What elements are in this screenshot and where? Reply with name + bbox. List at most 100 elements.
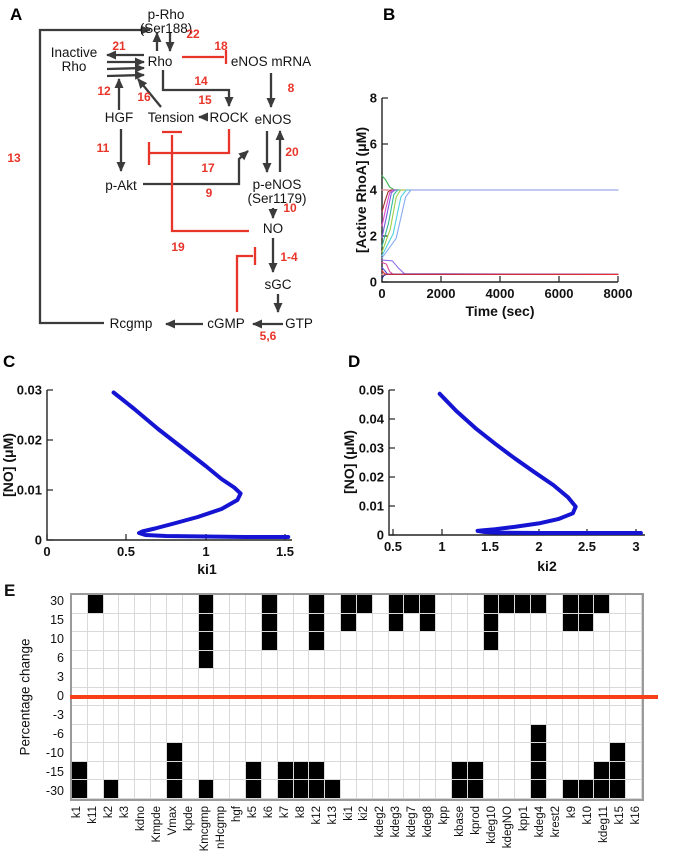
e-cell-k13--30 <box>325 780 342 799</box>
e-cell-ki2--15 <box>356 761 373 781</box>
e-cell-kdegNO-3 <box>499 669 516 688</box>
b-series-4 <box>381 189 619 227</box>
e-cell-Vmax-6 <box>166 650 183 670</box>
e-cell-k2--15 <box>103 761 120 781</box>
arrow-rho-to-rock <box>161 70 234 107</box>
e-cell-Kmpde-15 <box>151 613 167 633</box>
e-cell-kdeg11-15 <box>594 613 611 633</box>
e-cell-ki2-10 <box>356 632 373 651</box>
e-cell-k5-10 <box>246 632 262 651</box>
e-cell-kdeg4-30 <box>531 595 547 614</box>
c-ylabel: [NO] (μM) <box>0 433 16 497</box>
e-cell-k15-6 <box>610 650 627 670</box>
e-cell-kdeg2-10 <box>372 632 389 651</box>
c-ytick-0: 0 <box>35 533 42 548</box>
e-cell-k10--6 <box>578 724 595 744</box>
e-xtick-kdeg11: kdeg11 <box>597 806 610 843</box>
e-ytick--15: -15 <box>45 764 64 779</box>
e-cell-kdegNO-10 <box>499 632 516 651</box>
e-ytick-10: 10 <box>50 632 64 647</box>
e-cell-kbase-3 <box>451 669 468 688</box>
e-cell-kdeg3--3 <box>388 706 405 725</box>
e-cell-kpde--30 <box>182 780 199 799</box>
e-cell-Kmpde--10 <box>151 743 167 762</box>
e-cell-k6--3 <box>261 706 278 725</box>
e-cell-ki1-10 <box>341 632 357 651</box>
e-cell-nHcgmp--30 <box>214 780 231 799</box>
e-cell-krest2--10 <box>546 743 563 762</box>
e-cell-kdeg11-10 <box>594 632 611 651</box>
e-cell-kdeg10--6 <box>483 724 500 744</box>
e-ytick-6: 6 <box>57 651 64 666</box>
e-cell-kdeg4--15 <box>531 761 547 781</box>
reaction-11: 11 <box>97 141 110 155</box>
e-xtick-kdeg4: kdeg4 <box>533 806 546 838</box>
panel-b-letter: B <box>383 5 395 24</box>
e-cell-kpp--15 <box>436 761 452 781</box>
node-hgf: HGF <box>105 110 134 125</box>
e-cell-k13--10 <box>325 743 342 762</box>
b-series-5 <box>381 189 619 238</box>
e-cell-k13-15 <box>325 613 342 633</box>
e-xtick-kpp: kpp <box>438 806 451 825</box>
e-cell-k11--6 <box>87 724 104 744</box>
e-cell-kdeg8-15 <box>420 613 437 633</box>
reaction-9: 9 <box>206 186 213 200</box>
b-xtick-2000: 2000 <box>427 286 456 301</box>
e-cell-kdeg4-6 <box>531 650 547 670</box>
arrow-tension-to-rho <box>137 78 162 108</box>
e-cell-ki2-3 <box>356 669 373 688</box>
e-cell-kdeg4-10 <box>531 632 547 651</box>
e-cell-k7-10 <box>277 632 294 651</box>
panel-c-chart: C 0 0.01 0.02 0.03 0 0.5 1 1.5 ki1 [NO] … <box>0 352 294 577</box>
e-cell-kdegNO--3 <box>499 706 516 725</box>
reaction-15: 15 <box>198 93 212 107</box>
e-cell-k12--30 <box>309 780 326 799</box>
e-cell-kpp--10 <box>436 743 452 762</box>
reaction-18: 18 <box>214 39 228 53</box>
e-cell-ki2-30 <box>356 595 373 614</box>
e-cell-k15--15 <box>610 761 627 781</box>
c-xtick-0: 0 <box>43 544 50 559</box>
e-cell-kdno-10 <box>135 632 152 651</box>
e-cell-hgf-15 <box>230 613 247 633</box>
e-cell-kpp1--10 <box>515 743 532 762</box>
e-cell-hgf--30 <box>230 780 247 799</box>
e-cell-kdeg8--6 <box>420 724 437 744</box>
e-cell-ki1-3 <box>341 669 357 688</box>
node-enos-mrna: eNOS mRNA <box>231 54 311 69</box>
e-cell-kprod--15 <box>467 761 484 781</box>
e-cell-hgf--15 <box>230 761 247 781</box>
e-cell-kdeg10-30 <box>483 595 500 614</box>
e-cell-kpde-30 <box>182 595 199 614</box>
e-cell-k9-6 <box>562 650 579 670</box>
e-cell-kprod-6 <box>467 650 484 670</box>
e-cell-kdeg3--30 <box>388 780 405 799</box>
e-cell-kpp-6 <box>436 650 452 670</box>
e-cell-k16-30 <box>626 595 642 614</box>
c-xtick-05: 0.5 <box>117 544 135 559</box>
e-cell-k12-30 <box>309 595 326 614</box>
e-cell-krest2-15 <box>546 613 563 633</box>
e-cell-kprod-30 <box>467 595 484 614</box>
e-cell-k5--3 <box>246 706 262 725</box>
b-series-8 <box>381 189 619 257</box>
e-cell-k2-15 <box>103 613 120 633</box>
e-cell-k16-15 <box>626 613 642 633</box>
e-cell-k7--3 <box>277 706 294 725</box>
e-cell-k12--6 <box>309 724 326 744</box>
reaction-1-4: 1-4 <box>280 250 298 264</box>
e-cell-kdeg7-10 <box>404 632 421 651</box>
e-cell-hgf--6 <box>230 724 247 744</box>
e-cell-k15--3 <box>610 706 627 725</box>
d-series-0 <box>437 391 643 535</box>
e-cell-kdeg3-3 <box>388 669 405 688</box>
d-axis <box>388 390 645 536</box>
e-cell-Vmax--15 <box>166 761 183 781</box>
b-series-3 <box>381 189 619 213</box>
e-xtick-kdeg10: kdeg10 <box>486 806 499 844</box>
e-cell-k11-3 <box>87 669 104 688</box>
e-cell-kpde--3 <box>182 706 199 725</box>
node-inactive-rho-2: Rho <box>62 59 87 74</box>
e-cell-k2--3 <box>103 706 120 725</box>
